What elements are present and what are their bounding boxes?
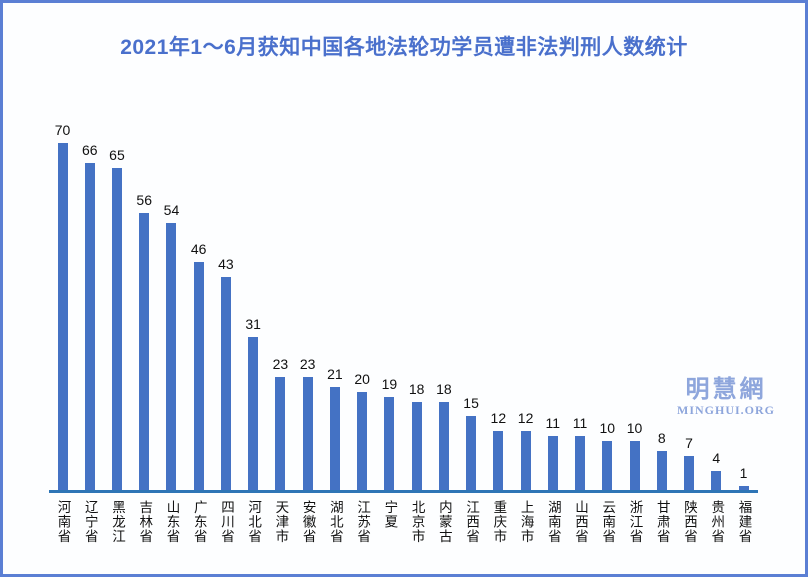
bar: [111, 168, 122, 491]
x-axis-label: 内蒙古: [436, 500, 452, 544]
bar-value-label: 46: [190, 241, 207, 257]
bar: [602, 441, 613, 491]
bar: [684, 456, 695, 491]
bar-value-label: 43: [218, 256, 234, 272]
bar: [629, 441, 640, 491]
bar-value-label: 54: [163, 202, 180, 218]
x-axis-label: 河北省: [246, 500, 262, 544]
watermark-url: MINGHUI.ORG: [677, 403, 775, 417]
x-axis-label: 山东省: [164, 500, 180, 544]
bar: [738, 486, 749, 491]
bar-value-label: 56: [136, 192, 152, 208]
x-axis-label: 贵州省: [709, 500, 725, 544]
x-axis-label: 重庆市: [491, 500, 507, 544]
bar: [357, 392, 368, 491]
bar: [329, 387, 340, 491]
bar-value-label: 21: [327, 366, 343, 382]
x-axis-label: 浙江省: [627, 500, 643, 544]
bar: [493, 431, 504, 491]
x-axis-label: 甘肃省: [654, 500, 670, 544]
x-axis-label: 福建省: [736, 500, 752, 544]
x-axis-label: 云南省: [600, 500, 616, 544]
bar: [248, 337, 259, 491]
bar-value-label: 11: [545, 415, 561, 431]
bar-value-label: 11: [572, 415, 588, 431]
bar-value-label: 18: [436, 381, 452, 397]
bar-value-label: 66: [81, 142, 98, 158]
x-axis-label: 河南省: [55, 500, 71, 544]
bar-value-label: 23: [272, 356, 289, 372]
x-axis-label: 四川省: [218, 500, 234, 544]
x-axis-line: [49, 490, 758, 493]
bar-value-label: 12: [490, 410, 507, 426]
bar: [220, 277, 231, 491]
x-axis-label: 湖南省: [545, 500, 561, 544]
bar-value-label: 4: [712, 450, 721, 466]
bar: [466, 416, 477, 491]
x-axis-label: 安徽省: [300, 500, 316, 544]
bar: [57, 143, 68, 491]
x-axis-label: 上海市: [518, 500, 534, 544]
bar-value-label: 10: [626, 420, 643, 436]
watermark-chinese-logo: 明慧網: [685, 376, 767, 403]
bar: [547, 436, 558, 491]
bar-value-label: 70: [54, 122, 71, 138]
bar: [193, 262, 204, 491]
bar-value-label: 7: [685, 435, 693, 451]
x-axis-label: 山西省: [573, 500, 589, 544]
bar-value-label: 1: [739, 465, 748, 481]
bar: [656, 451, 667, 491]
bar: [384, 397, 395, 491]
x-axis-label: 天津市: [273, 500, 289, 544]
bar-value-label: 18: [408, 381, 425, 397]
bar: [520, 431, 531, 491]
bar: [302, 377, 313, 491]
bar: [411, 402, 422, 491]
bar-value-label: 15: [463, 395, 479, 411]
bar: [575, 436, 586, 491]
x-axis-label: 湖北省: [327, 500, 343, 544]
minghui-watermark: 明慧網 MINGHUI.ORG: [677, 376, 775, 418]
x-axis-label: 江苏省: [355, 500, 371, 544]
x-axis-label: 宁夏: [382, 500, 398, 529]
chart-title: 2021年1～6月获知中国各地法轮功学员遭非法判刑人数统计: [120, 36, 688, 59]
bar: [438, 402, 449, 491]
bar-value-label: 65: [109, 147, 125, 163]
x-axis-label: 黑龙江: [109, 500, 125, 544]
bar-value-label: 12: [517, 410, 534, 426]
bar-value-label: 10: [599, 420, 616, 436]
bar: [139, 213, 150, 491]
x-axis-label: 陕西省: [682, 500, 698, 544]
bar: [711, 471, 722, 491]
bar-value-label: 23: [299, 356, 316, 372]
bar: [275, 377, 286, 491]
x-axis-label: 吉林省: [137, 500, 153, 544]
bar-value-label: 19: [381, 376, 398, 392]
x-axis-label: 北京市: [409, 500, 425, 544]
bar: [84, 163, 95, 491]
bar-value-label: 20: [354, 371, 370, 387]
x-axis-label: 辽宁省: [82, 500, 98, 544]
bar-value-label: 31: [245, 316, 261, 332]
bar: [166, 223, 177, 491]
x-axis-label: 广东省: [191, 500, 207, 544]
bar-value-label: 8: [657, 430, 666, 446]
x-axis-label: 江西省: [464, 500, 480, 544]
